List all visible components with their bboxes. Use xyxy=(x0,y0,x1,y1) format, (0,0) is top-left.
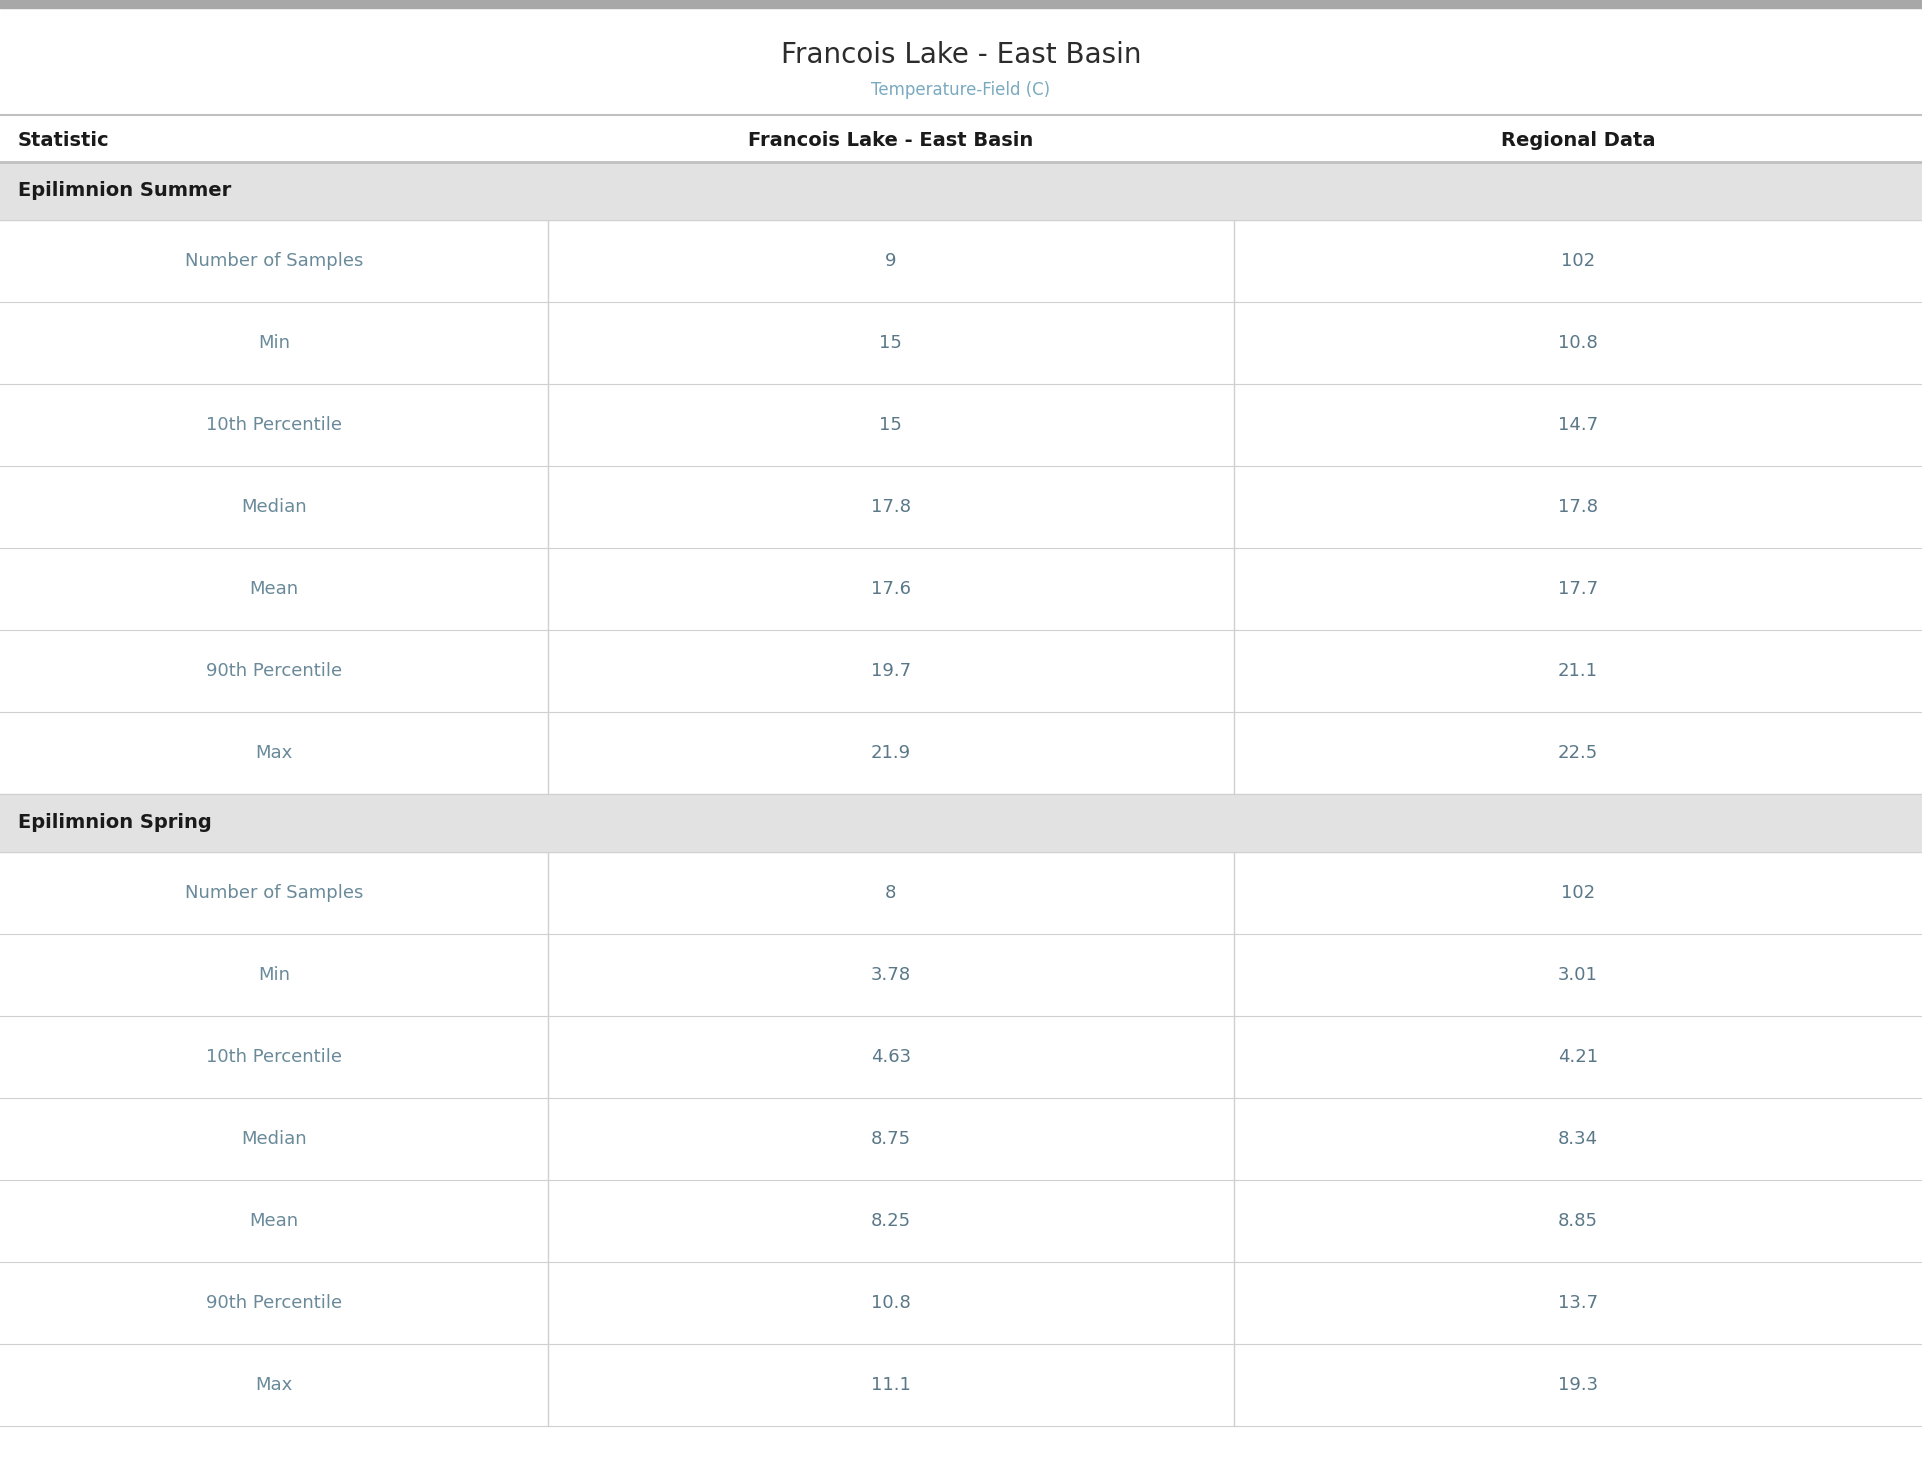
Text: Max: Max xyxy=(256,1375,292,1394)
Text: 21.1: 21.1 xyxy=(1559,661,1597,680)
Text: 90th Percentile: 90th Percentile xyxy=(206,1294,342,1313)
Text: 3.01: 3.01 xyxy=(1559,967,1597,984)
Text: 14.7: 14.7 xyxy=(1559,416,1597,434)
Bar xyxy=(0,302,1922,384)
Bar xyxy=(0,1016,1922,1098)
Text: 4.21: 4.21 xyxy=(1559,1048,1597,1066)
Text: Min: Min xyxy=(258,334,290,352)
Text: 17.8: 17.8 xyxy=(1559,498,1597,515)
Text: 8.85: 8.85 xyxy=(1559,1212,1597,1229)
Text: Epilimnion Spring: Epilimnion Spring xyxy=(17,813,211,832)
Bar xyxy=(0,631,1922,712)
Text: 8.25: 8.25 xyxy=(871,1212,911,1229)
Text: 10.8: 10.8 xyxy=(871,1294,911,1313)
Text: Mean: Mean xyxy=(250,1212,298,1229)
Bar xyxy=(0,1261,1922,1345)
Bar xyxy=(0,794,1922,853)
Text: Francois Lake - East Basin: Francois Lake - East Basin xyxy=(748,130,1034,149)
Text: Statistic: Statistic xyxy=(17,130,110,149)
Text: 10th Percentile: 10th Percentile xyxy=(206,416,342,434)
Text: Median: Median xyxy=(240,1130,308,1148)
Text: 11.1: 11.1 xyxy=(871,1375,911,1394)
Text: 19.3: 19.3 xyxy=(1559,1375,1597,1394)
Text: 90th Percentile: 90th Percentile xyxy=(206,661,342,680)
Text: 22.5: 22.5 xyxy=(1559,745,1597,762)
Text: 17.8: 17.8 xyxy=(871,498,911,515)
Bar xyxy=(0,1180,1922,1261)
Text: 8.34: 8.34 xyxy=(1559,1130,1597,1148)
Bar xyxy=(0,853,1922,934)
Text: Francois Lake - East Basin: Francois Lake - East Basin xyxy=(780,41,1142,69)
Text: 10.8: 10.8 xyxy=(1559,334,1597,352)
Text: 13.7: 13.7 xyxy=(1559,1294,1597,1313)
Text: 17.6: 17.6 xyxy=(871,580,911,599)
Bar xyxy=(0,1345,1922,1426)
Text: Max: Max xyxy=(256,745,292,762)
Text: 102: 102 xyxy=(1561,883,1595,902)
Bar xyxy=(0,162,1922,220)
Bar xyxy=(0,0,1922,7)
Text: 19.7: 19.7 xyxy=(871,661,911,680)
Text: Temperature-Field (C): Temperature-Field (C) xyxy=(871,80,1051,99)
Text: 17.7: 17.7 xyxy=(1559,580,1597,599)
Text: 15: 15 xyxy=(880,416,901,434)
Text: Mean: Mean xyxy=(250,580,298,599)
Text: 10th Percentile: 10th Percentile xyxy=(206,1048,342,1066)
Bar xyxy=(0,934,1922,1016)
Text: 8: 8 xyxy=(886,883,896,902)
Bar xyxy=(0,712,1922,794)
Text: Min: Min xyxy=(258,967,290,984)
Bar xyxy=(0,220,1922,302)
Text: 8.75: 8.75 xyxy=(871,1130,911,1148)
Text: Number of Samples: Number of Samples xyxy=(185,883,363,902)
Text: 15: 15 xyxy=(880,334,901,352)
Bar xyxy=(0,548,1922,631)
Bar xyxy=(0,384,1922,466)
Text: Epilimnion Summer: Epilimnion Summer xyxy=(17,181,231,200)
Text: 21.9: 21.9 xyxy=(871,745,911,762)
Text: 102: 102 xyxy=(1561,253,1595,270)
Bar xyxy=(0,466,1922,548)
Text: 3.78: 3.78 xyxy=(871,967,911,984)
Text: 4.63: 4.63 xyxy=(871,1048,911,1066)
Text: Median: Median xyxy=(240,498,308,515)
Text: 9: 9 xyxy=(886,253,896,270)
Text: Number of Samples: Number of Samples xyxy=(185,253,363,270)
Text: Regional Data: Regional Data xyxy=(1501,130,1655,149)
Bar xyxy=(0,1098,1922,1180)
